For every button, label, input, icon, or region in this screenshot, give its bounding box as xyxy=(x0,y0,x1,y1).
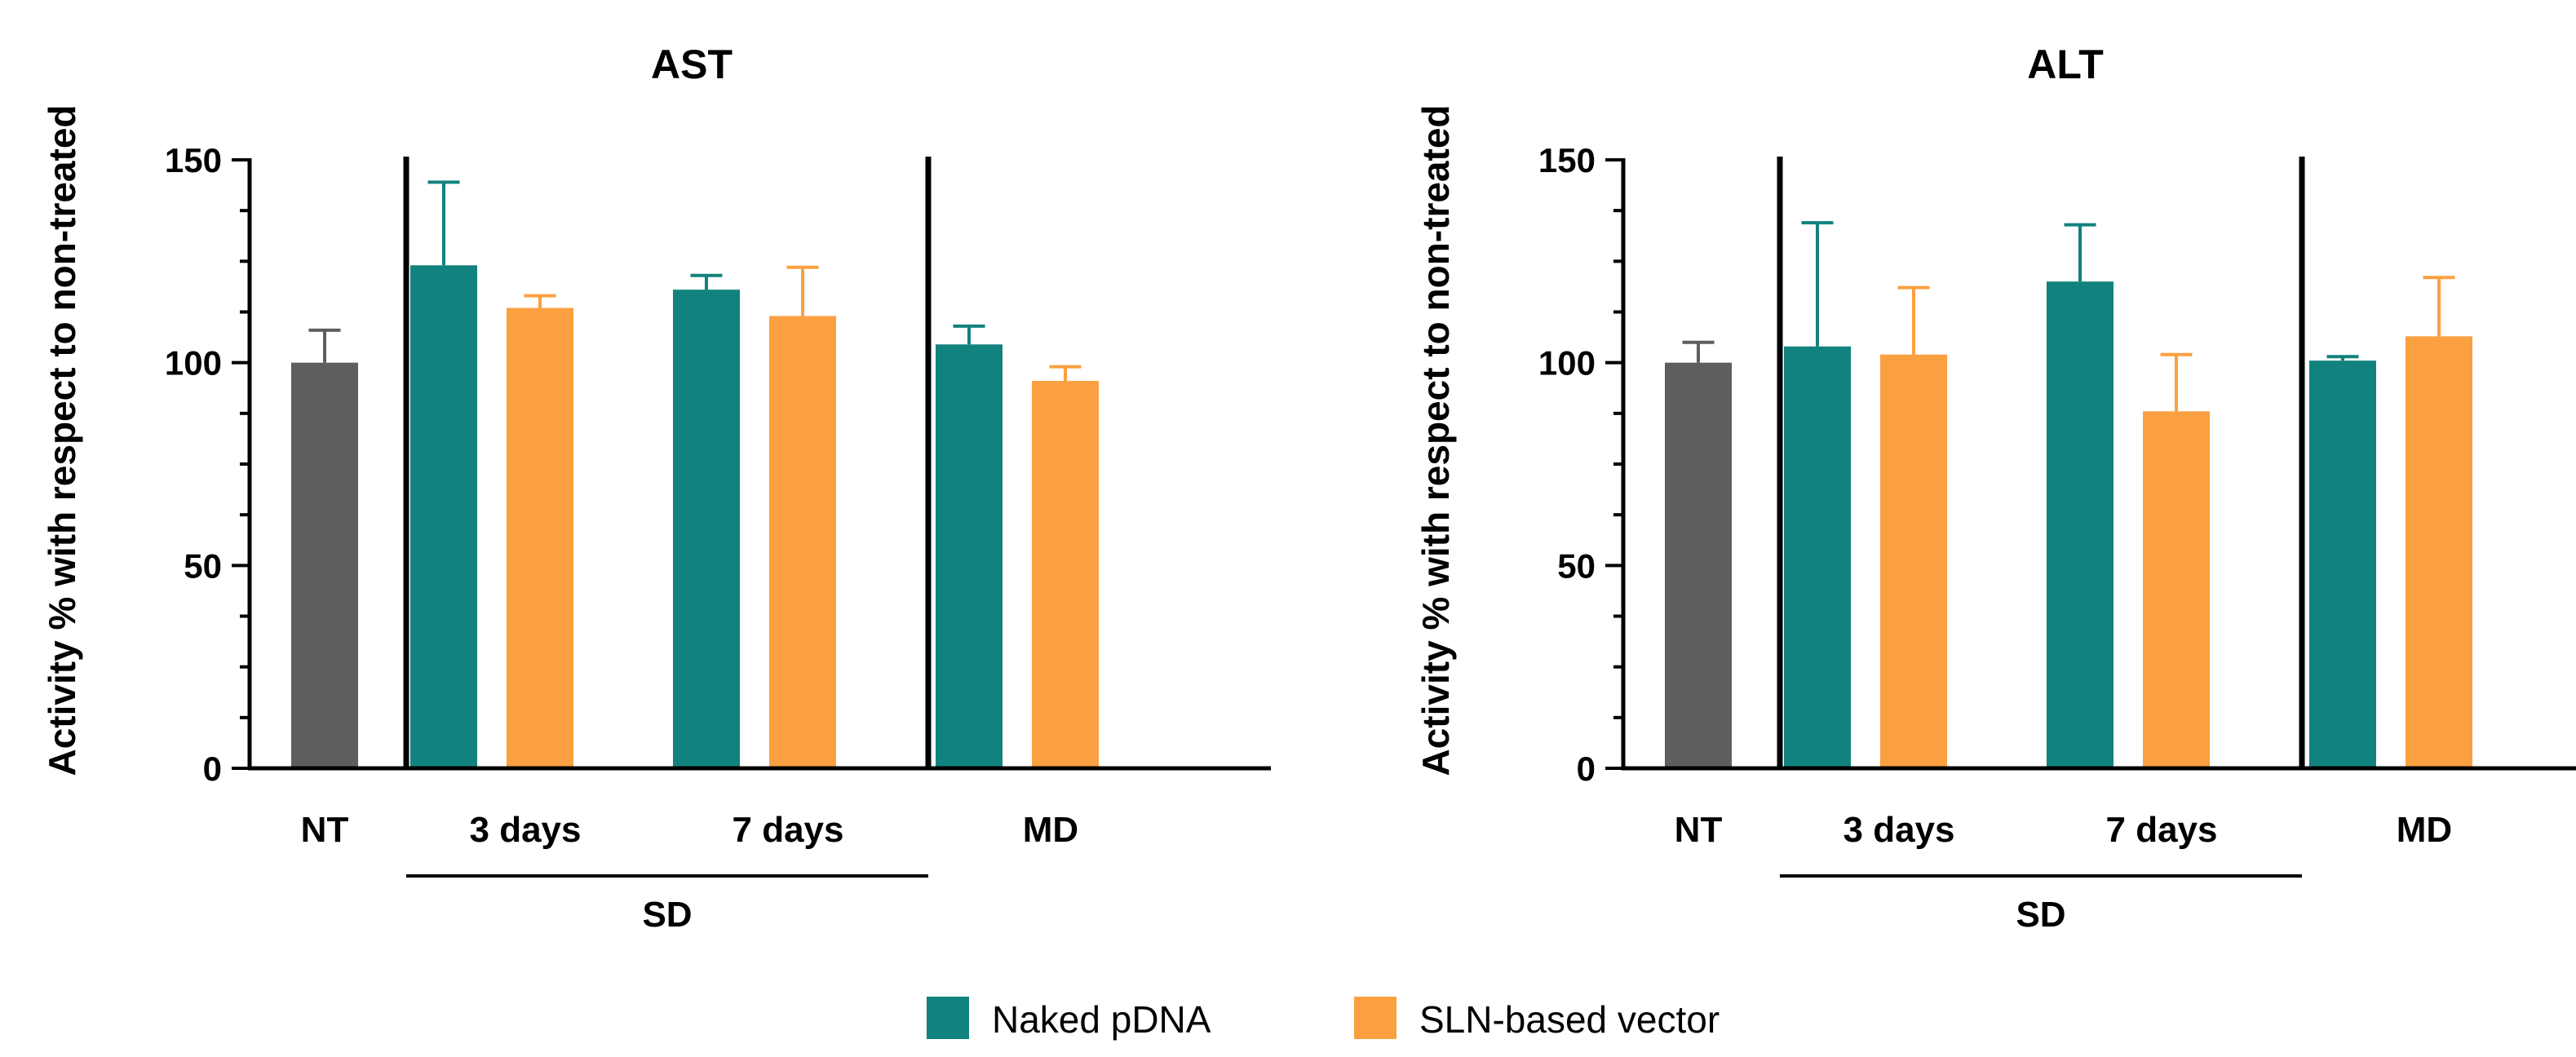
y-tick-label-100-ast: 100 xyxy=(165,344,222,383)
bar-naked-pdna-md-ast xyxy=(936,344,1003,769)
legend-swatch-sln-based-vector xyxy=(1354,997,1396,1039)
y-axis-label-ast: Activity % with respect to non-treated xyxy=(41,104,83,776)
bar-sln-vector-7days-alt xyxy=(2143,411,2210,768)
bar-naked-pdna-3days-alt xyxy=(1784,346,1851,769)
chart-title-alt: ALT xyxy=(2027,42,2103,87)
y-tick-label-100-alt: 100 xyxy=(1538,344,1596,383)
category-label-3days-alt: 3 days xyxy=(1843,810,1955,850)
bar-nt-alt xyxy=(1665,362,1732,768)
group-label-sd-ast: SD xyxy=(642,895,692,935)
category-label-7days-ast: 7 days xyxy=(733,810,844,850)
category-label-md-alt: MD xyxy=(2397,810,2452,850)
y-tick-label-50-alt: 50 xyxy=(1557,546,1596,585)
category-label-md-ast: MD xyxy=(1023,810,1078,850)
chart-title-ast: AST xyxy=(651,42,733,87)
legend: Naked pDNA SLN-based vector xyxy=(927,997,1720,1041)
bar-naked-pdna-3days-ast xyxy=(410,265,477,769)
category-label-7days-alt: 7 days xyxy=(2106,810,2218,850)
bar-naked-pdna-7days-alt xyxy=(2047,281,2113,768)
category-label-nt-ast: NT xyxy=(301,810,349,850)
bar-sln-vector-7days-ast xyxy=(769,316,836,768)
legend-label-sln-based-vector: SLN-based vector xyxy=(1419,998,1720,1041)
bar-sln-vector-3days-ast xyxy=(507,307,573,768)
group-label-sd-alt: SD xyxy=(2016,895,2065,935)
bar-sln-vector-3days-alt xyxy=(1880,354,1947,768)
y-tick-label-50-ast: 50 xyxy=(184,546,222,585)
bar-sln-vector-md-alt xyxy=(2406,336,2472,769)
y-tick-label-0-ast: 0 xyxy=(203,750,222,788)
y-tick-label-150-alt: 150 xyxy=(1538,141,1596,179)
plot-area-ast: 0 50 100 150 xyxy=(165,141,1271,788)
category-label-3days-ast: 3 days xyxy=(470,810,582,850)
category-label-nt-alt: NT xyxy=(1675,810,1723,850)
y-tick-label-0-alt: 0 xyxy=(1577,750,1596,788)
bar-naked-pdna-7days-ast xyxy=(673,290,740,768)
legend-swatch-naked-pdna xyxy=(927,997,969,1039)
bar-naked-pdna-md-alt xyxy=(2309,360,2376,768)
legend-label-naked-pdna: Naked pDNA xyxy=(992,998,1211,1041)
chart-alt: ALT Activity % with respect to non-treat… xyxy=(1414,42,2576,935)
bar-nt-ast xyxy=(291,362,358,768)
y-tick-label-150-ast: 150 xyxy=(165,141,222,179)
y-axis-label-alt: Activity % with respect to non-treated xyxy=(1414,104,1457,776)
plot-area-alt: 0 50 100 150 xyxy=(1538,141,2576,788)
chart-ast: AST Activity % with respect to non-treat… xyxy=(41,42,1271,935)
bar-sln-vector-md-ast xyxy=(1032,381,1099,768)
